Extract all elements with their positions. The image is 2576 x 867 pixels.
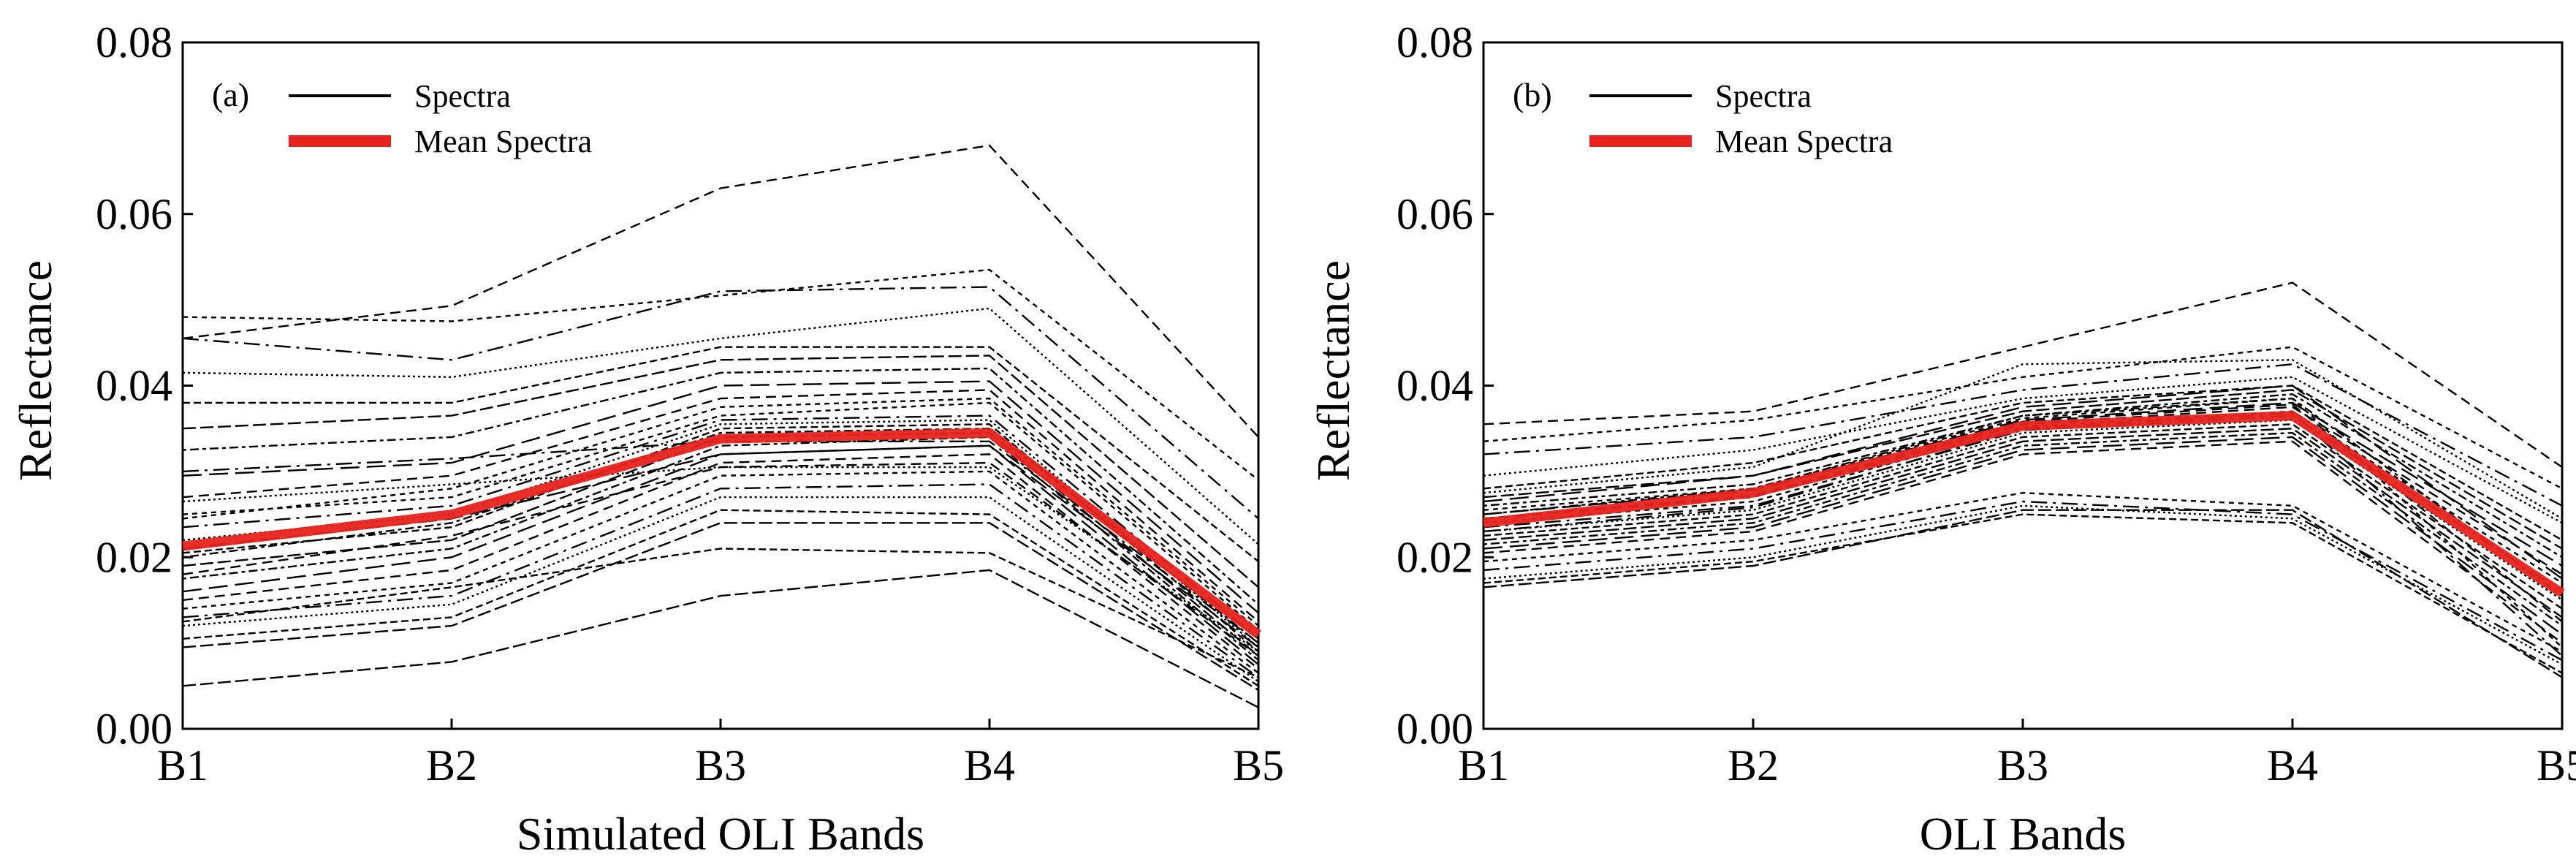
series-spectra [1483, 376, 2563, 524]
series-spectra [1483, 513, 2563, 674]
series-spectra [182, 397, 1259, 627]
series-spectra [182, 389, 1259, 623]
series-spectra [182, 355, 1259, 588]
series-spectra [182, 522, 1259, 692]
series-spectra [1483, 389, 2563, 550]
y-tick-label: 0.02 [96, 533, 172, 581]
series-spectra [182, 470, 1259, 674]
y-tick-label: 0.04 [1397, 362, 1473, 410]
ylabel-b: Reflectance [1307, 260, 1359, 481]
series-spectra [1483, 423, 2563, 610]
series-spectra [1483, 431, 2563, 627]
series-spectra [1483, 504, 2563, 666]
series-spectra [1483, 385, 2563, 541]
series-spectra [1483, 359, 2563, 520]
series-spectra [182, 436, 1259, 662]
series-spectra [1483, 412, 2563, 657]
plot-area-a [181, 41, 1261, 730]
series-spectra [182, 307, 1259, 545]
series-spectra [182, 144, 1259, 438]
x-tick-label: B2 [1728, 741, 1779, 790]
series-spectra [1483, 397, 2563, 648]
series-spectra [1483, 397, 2563, 597]
series-spectra [182, 453, 1259, 670]
series-spectra [1483, 385, 2563, 580]
ylabel-a: Reflectance [10, 260, 61, 481]
series-spectra [1483, 346, 2563, 490]
series-spectra [182, 367, 1259, 605]
series-spectra [182, 427, 1259, 644]
series-spectra [182, 509, 1259, 687]
chart-panel-a: Reflectance Simulated OLI Bands (a) Spec… [10, 18, 1284, 860]
series-spectra [1483, 363, 2563, 507]
x-tick-label: B3 [695, 741, 746, 790]
series-spectra [1483, 500, 2563, 662]
tick-labels-a: 0.00 0.02 0.04 0.06 0.08 B1 B2 B3 B4 B5 [96, 18, 1284, 790]
xlabel-b: OLI Bands [1920, 808, 2127, 860]
y-tick-label: 0.08 [1397, 18, 1473, 67]
series-spectra [182, 380, 1259, 614]
x-tick-label: B3 [1997, 741, 2048, 790]
x-tick-label: B5 [2537, 741, 2576, 790]
y-tick-label: 0.02 [1397, 533, 1473, 581]
y-tick-label: 0.08 [96, 18, 172, 67]
series-spectra [182, 461, 1259, 657]
legend-label-spectra-a: Spectra [414, 78, 511, 114]
series-spectra [182, 569, 1259, 708]
panel-label-a: (a) [212, 76, 249, 113]
series-spectra [182, 483, 1259, 678]
panel-label-b: (b) [1513, 76, 1552, 113]
series-spectra [182, 444, 1259, 665]
series-spectra [1483, 440, 2563, 644]
legend-label-spectra-b: Spectra [1715, 78, 1812, 114]
chart-panel-b: Reflectance OLI Bands (b) Spectra Mean S… [1307, 18, 2576, 860]
x-tick-label: B4 [2267, 741, 2318, 790]
x-tick-label: B1 [1458, 741, 1509, 790]
series-spectra [182, 548, 1259, 678]
series-spectra [1483, 401, 2563, 567]
y-tick-label: 0.00 [96, 705, 172, 753]
x-tick-label: B1 [157, 741, 208, 790]
y-tick-label: 0.04 [96, 362, 172, 410]
legend-b: Spectra Mean Spectra [1589, 78, 1893, 159]
series-spectra [1483, 393, 2563, 559]
series-spectra [182, 496, 1259, 683]
series-spectra [183, 346, 1259, 563]
series-mean-spectra [182, 428, 1261, 639]
x-tick-label: B5 [1233, 741, 1284, 790]
series-mean-spectra [1483, 411, 2565, 597]
series-spectra [182, 444, 1259, 648]
series-spectra [182, 466, 1259, 653]
y-tick-label: 0.00 [1397, 705, 1473, 753]
y-tick-label: 0.06 [96, 190, 172, 238]
legend-label-mean-b: Mean Spectra [1715, 124, 1893, 159]
series-spectra [1483, 491, 2563, 653]
series-spectra [1483, 436, 2563, 635]
series-spectra [182, 423, 1259, 653]
series-spectra [182, 440, 1259, 644]
legend-a: Spectra Mean Spectra [289, 78, 592, 159]
y-tick-label: 0.06 [1397, 190, 1473, 238]
x-tick-label: B2 [426, 741, 477, 790]
x-tick-label: B4 [964, 741, 1015, 790]
series-spectra [182, 268, 1259, 481]
tick-labels-b: 0.00 0.02 0.04 0.06 0.08 B1 B2 B3 B4 B5 [1397, 18, 2576, 790]
series-spectra [1483, 281, 2563, 468]
series-spectra [182, 286, 1259, 520]
series-spectra [1483, 419, 2563, 601]
series-spectra [1483, 427, 2563, 618]
series-spectra [1483, 509, 2563, 678]
xlabel-a: Simulated OLI Bands [517, 808, 924, 860]
legend-label-mean-a: Mean Spectra [414, 124, 592, 159]
